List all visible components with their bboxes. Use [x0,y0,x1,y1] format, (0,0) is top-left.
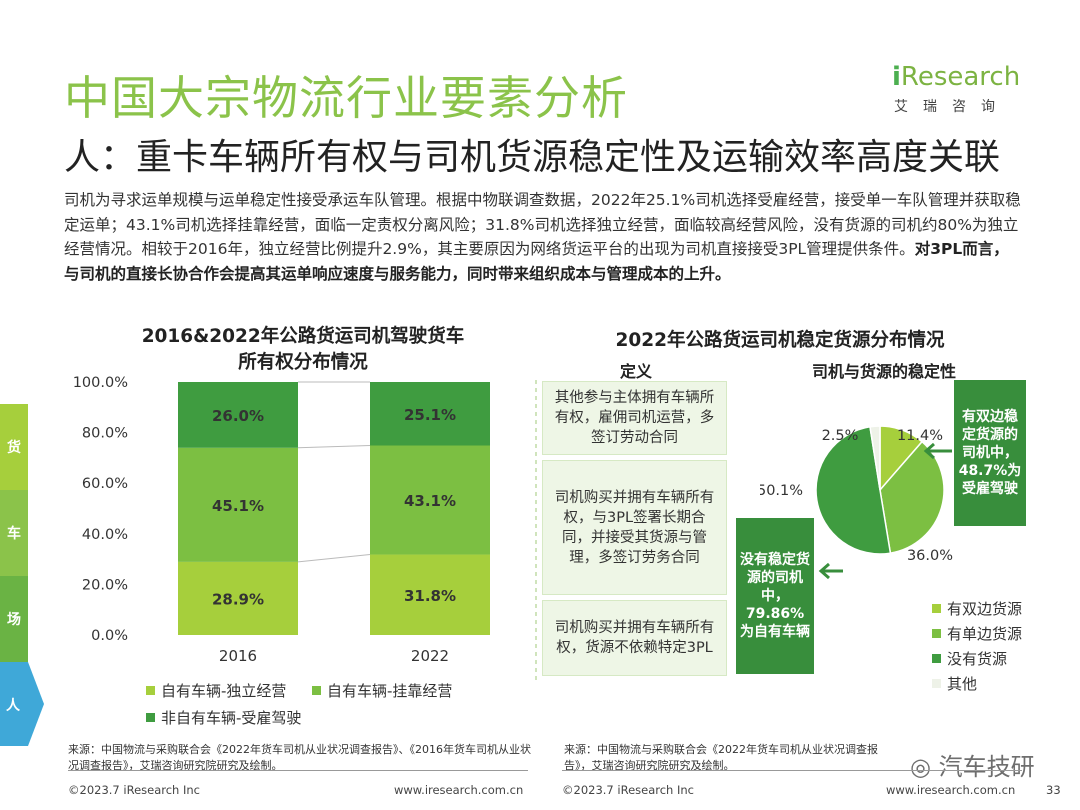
pie-legend-other: 其他 [932,673,977,694]
legend-item-employed: 非自有车辆-受雇驾驶 [146,707,301,728]
bar-segment [370,382,490,446]
y-tick-label: 40.0% [82,527,128,543]
y-tick-label: 100.0% [73,375,128,391]
pie-header: 司机与货源的稳定性 [812,362,957,381]
bar-data-label: 25.1% [404,406,456,424]
series-connector-line [297,554,371,563]
legend-swatch-employed [146,713,155,722]
side-nav-item-people[interactable]: 人 [0,662,44,746]
x-tick-label: 2022 [411,647,449,665]
footer-divider-left [68,770,528,771]
pie-legend-swatch [932,604,941,613]
bar-data-label: 43.1% [404,492,456,510]
pie-data-label: 50.1% [760,483,803,499]
right-chart-title: 2022年公路货运司机稳定货源分布情况 [615,330,945,351]
watermark: ◎ 汽车技研 [910,753,1035,781]
pie-legend-swatch [932,654,941,663]
side-nav-item-vehicle[interactable]: 车 [0,490,28,576]
footer-url-right[interactable]: www.iresearch.com.cn [886,783,1016,797]
intro-text: 司机为寻求运单规模与运单稳定性接受承运车队管理。根据中物联调查数据，2022年2… [64,191,1021,258]
source-left: 来源：中国物流与采购联合会《2022年货车司机从业状况调查报告》、《2016年货… [68,743,531,772]
bar-segment [370,445,490,555]
legend-item-affiliated: 自有车辆-挂靠经营 [312,680,452,701]
pie-slice [879,440,945,555]
logo-brand: Research [900,62,1021,92]
pie-legend-unilateral: 有单边货源 [932,623,1022,644]
x-tick-label: 2016 [219,647,257,665]
y-tick-label: 20.0% [82,577,128,593]
series-connector-line [297,445,371,449]
y-tick-label: 0.0% [91,628,128,644]
wechat-icon: ◎ [910,753,939,781]
side-nav-item-site[interactable]: 场 [0,576,28,662]
callout-stable-source: 有双边稳定货源的司机中，48.7%为受雇驾驶 [954,380,1026,526]
pie-legend-swatch [932,629,941,638]
page-title: 中国大宗物流行业要素分析 [64,71,628,125]
definition-box-affiliated: 司机购买并拥有车辆所有权，与3PL签署长期合同，并接受其货源与管理，多签订劳务合… [542,460,727,595]
arrow-left-icon [923,442,952,460]
intro-paragraph: 司机为寻求运单规模与运单稳定性接受承运车队管理。根据中物联调查数据，2022年2… [64,188,1024,286]
pie-legend-swatch [932,679,941,688]
bar-segment [178,561,298,635]
left-chart-title: 2016&2022年公路货运司机驾驶货车 所有权分布情况 [141,326,465,373]
side-nav-label-people: 人 [6,697,21,714]
source-right: 来源：中国物流与采购联合会《2022年货车司机从业状况调查报告》，艾瑞咨询研究院… [564,743,878,772]
definition-header: 定义 [620,362,653,381]
arrow-left-icon [818,562,843,580]
bar-segment [178,447,298,562]
pie-data-label: 36.0% [907,548,953,564]
bar-data-label: 45.1% [212,497,264,515]
pie-legend-none: 没有货源 [932,648,1007,669]
legend-swatch-affiliated [312,686,321,695]
page-number: 33 [1046,783,1061,797]
definition-box-employed: 其他参与主体拥有车辆所有权，雇佣司机运营，多签订劳动合同 [542,381,727,455]
footer-copyright-left: ©2023.7 iResearch Inc [68,783,200,797]
side-nav-item-goods[interactable]: 货 [0,404,28,490]
y-tick-label: 80.0% [82,426,128,442]
legend-swatch-independent [146,686,155,695]
footer-divider-right [562,770,1022,771]
definition-box-independent: 司机购买并拥有车辆所有权，货源不依赖特定3PL [542,600,727,676]
logo-i: i [892,62,901,92]
bar-data-label: 31.8% [404,587,456,605]
pie-slice [869,425,881,491]
stacked-bar-chart: 0.0% 20.0% 40.0% 60.0% 80.0% 100.0% 28.9% 45.1%… [73,375,490,665]
pie-data-label: 11.4% [897,428,943,444]
logo-subtitle: 艾瑞咨询 [894,99,1010,115]
legend-item-independent: 自有车辆-独立经营 [146,680,286,701]
pie-slice [815,425,892,555]
bar-segment [178,382,298,448]
y-tick-label: 60.0% [82,476,128,492]
callout-no-source: 没有稳定货源的司机中，79.86%为自有车辆 [736,518,814,674]
pie-data-label: 2.5% [822,428,859,444]
bar-data-label: 26.0% [212,407,264,425]
definition-bracket [535,380,537,680]
footer-copyright-right: ©2023.7 iResearch Inc [562,783,694,797]
pie-chart: 11.4% 36.0% 50.1% 2.5% [760,425,953,564]
pie-legend-bilateral: 有双边货源 [932,598,1022,619]
iresearch-logo: iResearch 艾瑞咨询 [892,62,1022,122]
page-subtitle: 人：重卡车辆所有权与司机货源稳定性及运输效率高度关联 [64,137,1001,178]
intro-bold: 对3PL而言，与司机的直接长协合作会提高其运单响应速度与服务能力，同时带来组织成… [64,240,1009,283]
bar-data-label: 28.9% [212,590,264,608]
bar-segment [370,554,490,635]
footer-url-left[interactable]: www.iresearch.com.cn [394,783,524,797]
